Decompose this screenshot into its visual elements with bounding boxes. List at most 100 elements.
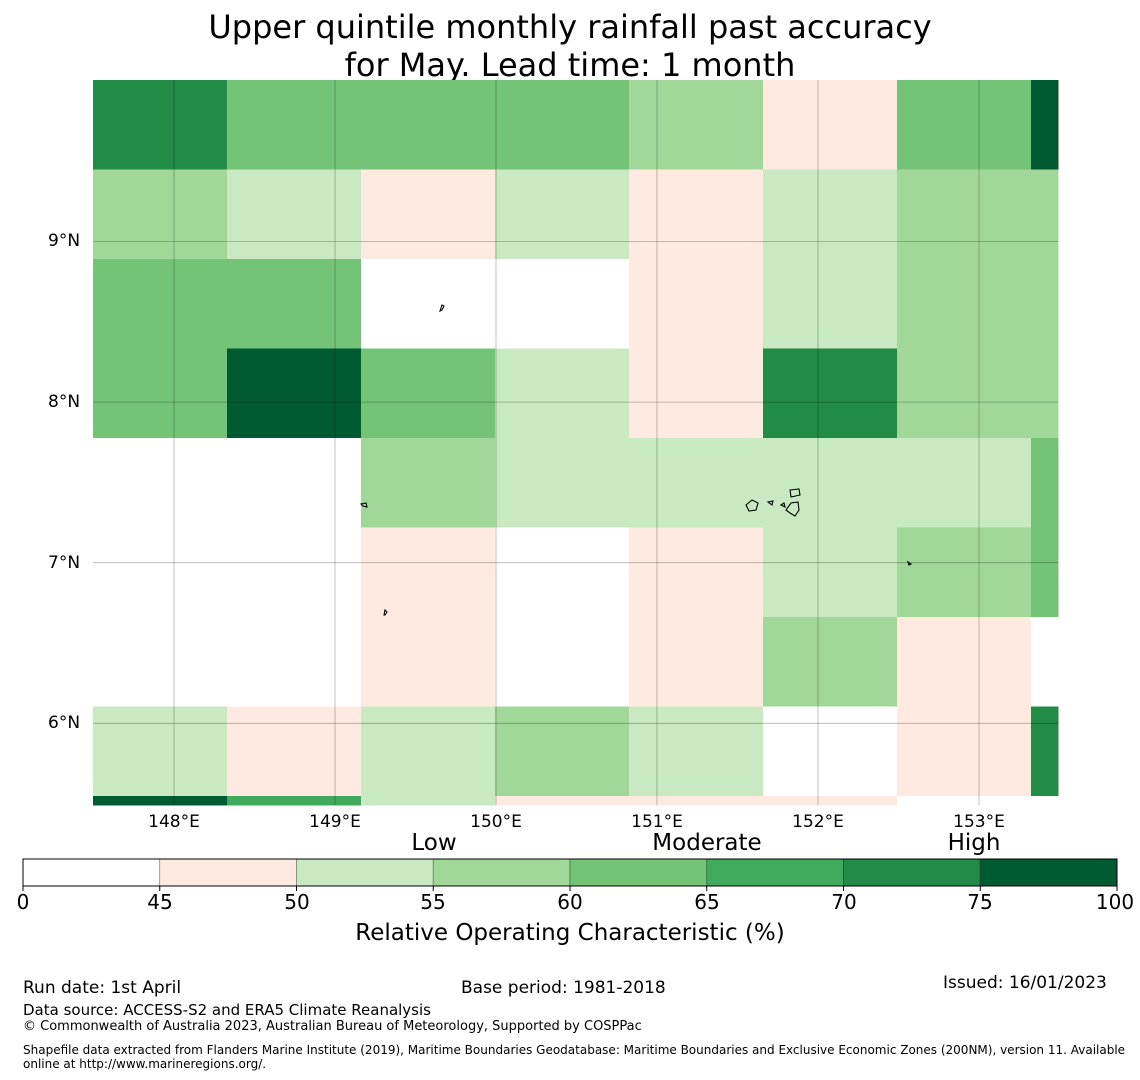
colorbar-tick: 45 (147, 890, 173, 914)
map-cell (93, 706, 228, 797)
map-cell (361, 259, 496, 349)
issued-date: Issued: 16/01/2023 (943, 973, 1107, 993)
map-cell (897, 259, 1032, 349)
map-cell (227, 617, 362, 707)
map-cell (763, 796, 898, 806)
map-cell (629, 80, 764, 170)
island-outline (766, 500, 774, 506)
map-cell (1031, 796, 1059, 806)
lat-label-7n: 7°N (48, 553, 81, 573)
chart-title-line-1: Upper quintile monthly rainfall past acc… (208, 8, 932, 46)
map-cell (1031, 438, 1059, 528)
island-outline (359, 502, 368, 508)
map-cell (93, 617, 228, 707)
colorbar-tick: 50 (284, 890, 310, 914)
map-cell (361, 796, 496, 806)
lon-label-152e: 152°E (792, 812, 844, 832)
colorbar-tick: 75 (967, 890, 993, 914)
data-source: Data source: ACCESS-S2 and ERA5 Climate … (23, 1001, 431, 1019)
map-cell (495, 617, 630, 707)
colorbar-segment (706, 858, 844, 887)
map-cell (1031, 80, 1059, 170)
lat-label-6n: 6°N (48, 713, 81, 733)
lon-label-153e: 153°E (953, 812, 1005, 832)
map-cell (93, 348, 228, 439)
map-cell (629, 796, 764, 806)
map-cell (629, 259, 764, 349)
map-cell (93, 169, 228, 260)
colorbar-tick: 55 (420, 890, 446, 914)
base-period: Base period: 1981-2018 (461, 978, 666, 998)
colorbar-segment (569, 858, 708, 887)
lon-label-150e: 150°E (470, 812, 522, 832)
map-cell (763, 80, 898, 170)
copyright: © Commonwealth of Australia 2023, Austra… (23, 1019, 642, 1034)
map-cell (763, 348, 898, 439)
lat-label-9n: 9°N (48, 231, 81, 251)
map-cell (1031, 169, 1059, 260)
lon-label-149e: 149°E (309, 812, 361, 832)
map-cell (93, 259, 228, 349)
chart-title-line-2: for May. Lead time: 1 month (344, 46, 796, 84)
map-cell (227, 259, 362, 349)
map-cell (495, 796, 630, 806)
map-cell (763, 438, 898, 528)
map-cell (897, 169, 1032, 260)
lon-label-148e: 148°E (148, 812, 200, 832)
map-cell (227, 348, 362, 439)
island-outline (745, 499, 759, 512)
run-date: Run date: 1st April (23, 978, 182, 998)
map-cell (629, 706, 764, 797)
map-cell (897, 80, 1032, 170)
map-cell (93, 80, 228, 170)
map-cell (1031, 259, 1059, 349)
map-cell (93, 438, 228, 528)
colorbar-tick: 70 (831, 890, 857, 914)
island-outline (785, 501, 800, 517)
map-cell (227, 438, 362, 528)
map-cell (495, 348, 630, 439)
map-cell (495, 259, 630, 349)
map-cell (897, 796, 1032, 806)
lon-label-151e: 151°E (631, 812, 683, 832)
colorbar-segment (22, 858, 161, 887)
map-cell (361, 438, 496, 528)
map-cell (1031, 348, 1059, 439)
map-cell (897, 527, 1032, 618)
map-cell (93, 527, 228, 618)
map-cell (763, 527, 898, 618)
map-cell (1031, 617, 1059, 707)
map-cell (763, 169, 898, 260)
map-gridlines (93, 80, 1058, 805)
colorbar-label: Relative Operating Characteristic (%) (355, 920, 785, 946)
map-cell (629, 169, 764, 260)
map-cell (629, 527, 764, 618)
map-cell (763, 706, 898, 797)
map-cell (495, 169, 630, 260)
map-cell (361, 169, 496, 260)
map-cell (897, 438, 1032, 528)
map-cell (1031, 706, 1059, 797)
map-cell (763, 617, 898, 707)
map-cell (361, 527, 496, 618)
island-outlines (359, 304, 913, 616)
map-cell (361, 348, 496, 439)
map-cells (93, 80, 1059, 806)
island-outline (906, 560, 913, 566)
colorbar-category-high: High (947, 830, 1001, 856)
map-cell (227, 80, 362, 170)
map-cell (897, 617, 1032, 707)
colorbar-category-moderate: Moderate (652, 830, 762, 856)
island-outline (779, 502, 786, 509)
island-outline (439, 304, 445, 313)
map-cell (495, 438, 630, 528)
map-cell (361, 617, 496, 707)
colorbar-category-low: Low (411, 830, 457, 856)
colorbar-segment (432, 858, 571, 887)
map-cell (361, 706, 496, 797)
map-cell (227, 706, 362, 797)
map-cell (897, 706, 1032, 797)
colorbar-segment (159, 858, 297, 887)
map-cell (227, 527, 362, 618)
